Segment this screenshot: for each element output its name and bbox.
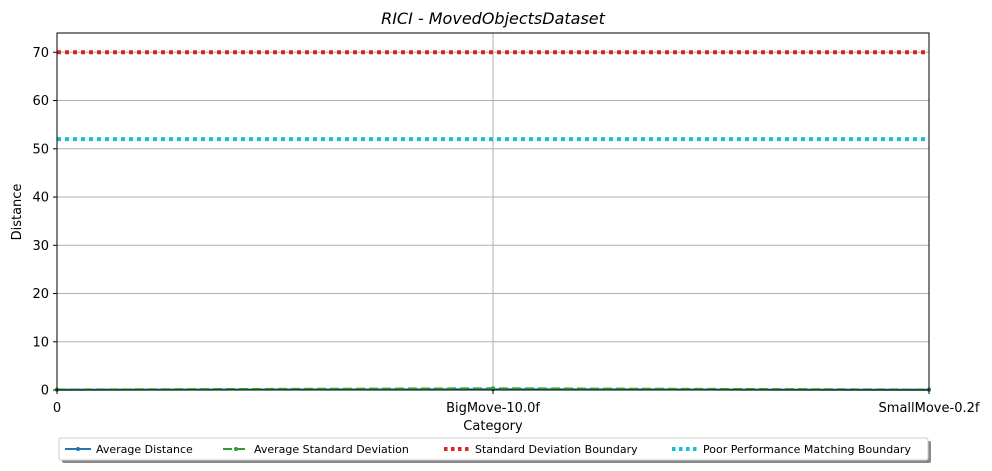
legend-label: Average Distance bbox=[96, 443, 193, 456]
legend-marker bbox=[234, 447, 238, 451]
x-tick-label: 0 bbox=[53, 401, 61, 416]
legend-label: Average Standard Deviation bbox=[254, 443, 409, 456]
x-tick-label: SmallMove-0.2f bbox=[879, 401, 980, 416]
legend-item: Standard Deviation Boundary bbox=[444, 443, 638, 456]
y-tick-label: 10 bbox=[32, 335, 49, 350]
chart-title: RICI - MovedObjectsDataset bbox=[381, 9, 606, 28]
y-axis: 0 10 20 30 40 50 60 70 bbox=[32, 46, 57, 399]
legend-label: Standard Deviation Boundary bbox=[475, 443, 638, 456]
y-tick-label: 40 bbox=[32, 191, 49, 206]
series-point bbox=[491, 386, 495, 391]
legend-box bbox=[58, 437, 929, 461]
y-tick-label: 70 bbox=[32, 46, 49, 61]
legend: Average Distance Average Standard Deviati… bbox=[58, 437, 931, 463]
y-tick-label: 20 bbox=[32, 287, 49, 302]
x-axis: 0 BigMove-10.0f SmallMove-0.2f bbox=[53, 390, 980, 416]
grid bbox=[56, 33, 930, 391]
legend-item: Average Distance bbox=[65, 443, 193, 456]
x-axis-label: Category bbox=[463, 419, 523, 434]
legend-item: Average Standard Deviation bbox=[223, 443, 409, 456]
y-tick-label: 0 bbox=[41, 384, 49, 399]
y-tick-label: 50 bbox=[32, 142, 49, 157]
y-axis-label: Distance bbox=[10, 184, 25, 241]
legend-item: Poor Performance Matching Boundary bbox=[672, 443, 911, 456]
legend-label: Poor Performance Matching Boundary bbox=[703, 443, 911, 456]
x-tick-label: BigMove-10.0f bbox=[446, 401, 540, 416]
legend-marker bbox=[76, 447, 80, 451]
y-tick-label: 30 bbox=[32, 239, 49, 254]
y-tick-label: 60 bbox=[32, 94, 49, 109]
